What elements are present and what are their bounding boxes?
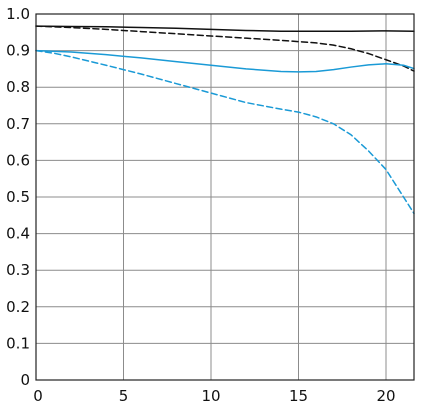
y-tick-label: 0 — [20, 371, 30, 389]
x-tick-label: 10 — [201, 387, 220, 405]
x-tick-label: 0 — [33, 387, 43, 405]
series-line-2 — [35, 25, 415, 72]
y-tick-label: 0.6 — [6, 151, 30, 169]
grid-layer — [35, 13, 414, 381]
y-tick-label: 0.8 — [6, 78, 30, 96]
y-tick-label: 0.1 — [6, 334, 30, 352]
y-tick-label: 0.5 — [6, 188, 30, 206]
y-tick-label: 0.9 — [6, 42, 30, 60]
series-line-3 — [35, 49, 415, 73]
series-line-4 — [35, 49, 415, 215]
x-tick-label: 5 — [119, 387, 129, 405]
x-tick-label: 20 — [376, 387, 395, 405]
y-tick-label: 0.3 — [6, 261, 30, 279]
y-tick-label: 1.0 — [6, 5, 30, 23]
series-layer — [35, 25, 415, 215]
x-tick-label: 15 — [289, 387, 308, 405]
y-tick-label: 0.7 — [6, 115, 30, 133]
y-tick-label: 0.2 — [6, 298, 30, 316]
y-tick-label: 0.4 — [6, 225, 30, 243]
x-axis-tick-labels: 0 5 10 15 20 — [33, 387, 395, 405]
y-axis-tick-labels: 0 0.1 0.2 0.3 0.4 0.5 0.6 0.7 0.8 0.9 1.0 — [6, 5, 30, 389]
series-line-1 — [35, 25, 415, 32]
plot-frame — [35, 13, 415, 381]
